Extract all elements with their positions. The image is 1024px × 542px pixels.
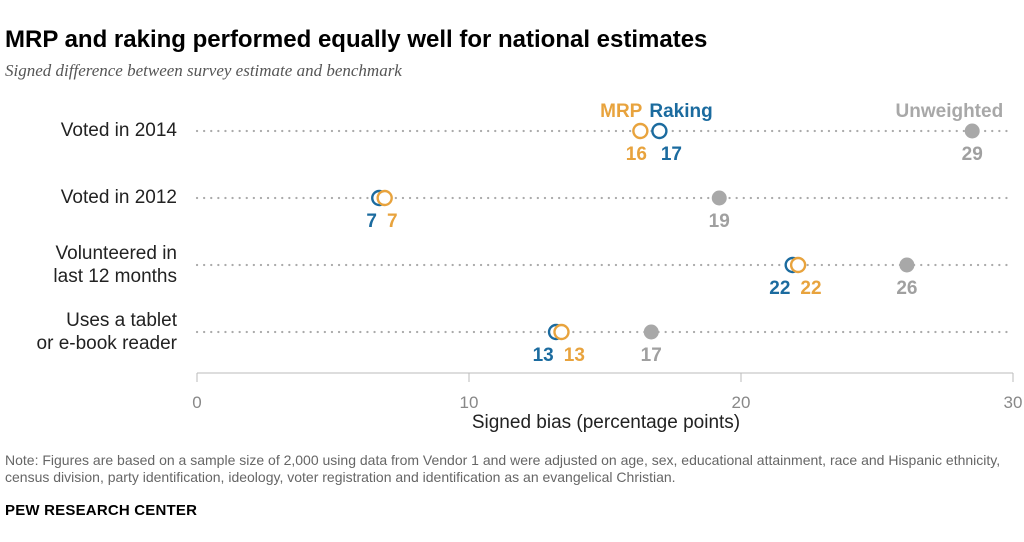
chart-title: MRP and raking performed equally well fo… — [5, 26, 708, 53]
raking-value-label: 17 — [661, 144, 682, 165]
unweighted-point — [711, 190, 727, 206]
row-label-tablet: Uses a tablet or e-book reader — [0, 309, 177, 355]
row-label-volunteered: Volunteered in last 12 months — [0, 242, 177, 288]
row-label-line: last 12 months — [53, 266, 177, 287]
row-label-voted-2014: Voted in 2014 — [0, 119, 177, 142]
raking-point — [651, 122, 668, 140]
row-label-line: or e-book reader — [36, 333, 177, 354]
unweighted-value-label: 26 — [896, 278, 917, 299]
footnote: Note: Figures are based on a sample size… — [5, 452, 1001, 485]
row-label-line: Volunteered in — [55, 243, 178, 264]
mrp-point — [789, 256, 807, 274]
raking-value-label: 13 — [533, 345, 554, 366]
mrp-value-label: 16 — [626, 144, 647, 165]
unweighted-value-label: 29 — [962, 144, 983, 165]
x-tick-label: 10 — [459, 393, 479, 412]
legend-mrp: MRP — [600, 101, 643, 122]
mrp-point — [553, 323, 570, 341]
legend-unweighted: Unweighted — [896, 101, 1004, 122]
row-label-line: Voted in 2012 — [60, 187, 177, 208]
x-axis-label: Signed bias (percentage points) — [471, 412, 741, 433]
x-tick-label: 0 — [192, 393, 202, 412]
x-tick-label: 30 — [1003, 393, 1023, 412]
mrp-point — [376, 189, 393, 207]
raking-value-label: 7 — [366, 211, 377, 232]
row-label-voted-2012: Voted in 2012 — [0, 186, 177, 209]
mrp-point — [632, 122, 649, 140]
legend-raking: Raking — [649, 101, 712, 122]
unweighted-point — [643, 324, 659, 340]
pew-logo-text: PEW RESEARCH CENTER — [5, 502, 198, 519]
mrp-value-label: 13 — [564, 345, 585, 366]
unweighted-value-label: 19 — [709, 211, 730, 232]
unweighted-point — [899, 257, 915, 273]
x-tick-label: 20 — [731, 393, 751, 412]
row-label-line: Uses a tablet — [66, 310, 177, 331]
unweighted-value-label: 17 — [641, 345, 662, 366]
unweighted-point — [964, 123, 980, 139]
row-label-line: Voted in 2014 — [60, 120, 177, 141]
mrp-value-label: 22 — [800, 278, 821, 299]
chart-subtitle: Signed difference between survey estimat… — [5, 61, 402, 80]
raking-value-label: 22 — [769, 278, 790, 299]
mrp-value-label: 7 — [387, 211, 398, 232]
